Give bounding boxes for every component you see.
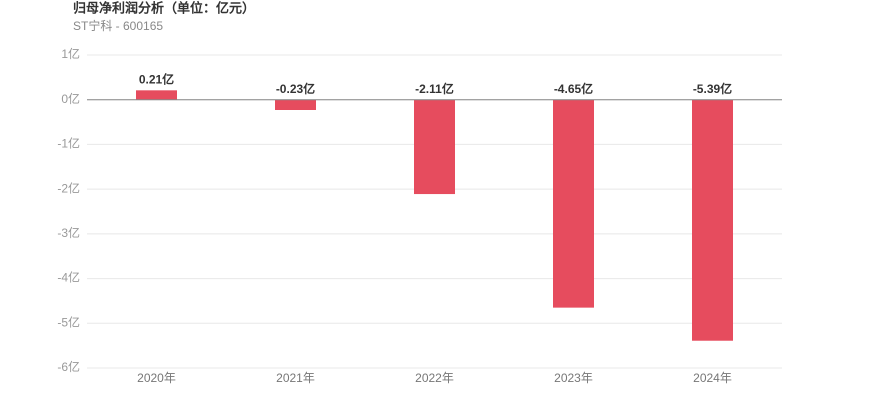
y-tick-label: -1亿: [57, 136, 80, 151]
x-tick-label: 2021年: [276, 371, 315, 385]
y-tick-label: -6亿: [57, 359, 80, 374]
chart-title: 归母净利润分析（单位：亿元）: [73, 0, 255, 15]
x-tick-label: 2020年: [137, 371, 176, 385]
x-tick-label: 2024年: [693, 371, 732, 385]
bar: [136, 90, 177, 100]
y-tick-label: 0亿: [61, 91, 80, 106]
y-tick-label: -4亿: [57, 270, 80, 285]
y-tick-label: -2亿: [57, 180, 80, 195]
data-label: -4.65亿: [554, 81, 593, 96]
data-label: -2.11亿: [415, 81, 454, 96]
y-tick-label: 1亿: [61, 46, 80, 61]
x-tick-label: 2022年: [415, 371, 454, 385]
bar: [553, 99, 594, 308]
chart-subtitle: ST宁科 - 600165: [73, 18, 163, 33]
y-tick-label: -5亿: [57, 314, 80, 329]
x-tick-label: 2023年: [554, 371, 593, 385]
bar: [414, 99, 455, 195]
data-label: -5.39亿: [693, 81, 732, 96]
bar: [692, 99, 733, 341]
bar: [275, 99, 316, 110]
data-label: -0.23亿: [276, 81, 315, 96]
y-tick-label: -3亿: [57, 225, 80, 240]
data-label: 0.21亿: [139, 71, 174, 86]
